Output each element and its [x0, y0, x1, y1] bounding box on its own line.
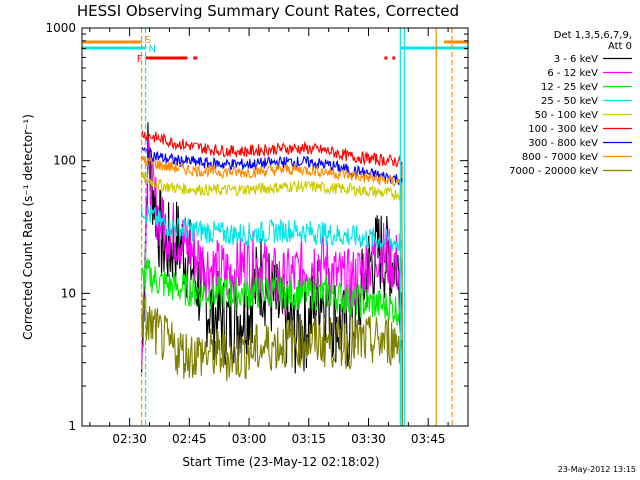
x-tick-label: 03:15	[291, 432, 326, 446]
series-line-300-800-kev	[141, 146, 403, 427]
legend-entry-label: 7000 - 20000 keV	[509, 166, 598, 177]
legend-entry-label: 25 - 50 keV	[541, 96, 598, 107]
legend-entry-label: 800 - 7000 keV	[522, 152, 598, 163]
plot-frame	[81, 27, 469, 427]
legend-entry-label: 100 - 300 keV	[528, 124, 598, 135]
marker-layer: SNF	[82, 35, 468, 65]
y-tick-label: 10	[61, 286, 76, 300]
x-axis: 02:30 02:45 03:00 03:15 03:30 03:45	[89, 28, 449, 446]
y-axis-title: Corrected Count Rate (s⁻¹ detector⁻¹)	[21, 114, 35, 340]
legend-entry-label: 50 - 100 keV	[535, 110, 599, 121]
y-axis: 1 10 100 1000	[45, 21, 468, 433]
chart-title: HESSI Observing Summary Count Rates, Cor…	[77, 2, 459, 20]
legend-entry-label: 3 - 6 keV	[554, 54, 598, 65]
series-line-800-7000-kev	[141, 155, 403, 427]
x-tick-label: 02:45	[172, 432, 207, 446]
x-tick-label: 03:45	[411, 432, 446, 446]
series-line-12-25-kev	[141, 258, 403, 427]
y-tick-label: 1000	[45, 21, 76, 35]
vertical-lines	[140, 28, 453, 426]
series-line-7000-20000-kev	[141, 294, 403, 427]
y-tick-label: 1	[68, 419, 76, 433]
data-layer	[141, 122, 403, 427]
footer-date-stamp: 23-May-2012 13:15	[558, 465, 636, 474]
legend: Det 1,3,5,6,7,9,Att 0 3 - 6 keV 6 - 12 keV…	[509, 30, 632, 177]
series-line-25-50-kev	[141, 205, 403, 427]
series-line-100-300-kev	[141, 129, 403, 427]
legend-header: Det 1,3,5,6,7,9,	[554, 30, 632, 41]
legend-entry-label: 12 - 25 keV	[541, 82, 598, 93]
x-axis-title: Start Time (23-May-12 02:18:02)	[182, 455, 379, 469]
x-tick-label: 03:30	[351, 432, 386, 446]
night-flag-label: N	[149, 44, 156, 55]
legend-entry-label: 300 - 800 keV	[528, 138, 598, 149]
legend-header: Att 0	[608, 41, 632, 52]
flare-flag-label: F	[137, 54, 143, 65]
y-tick-label: 100	[53, 154, 76, 168]
saa-flag-label: S	[145, 35, 151, 46]
series-line-50-100-kev	[141, 171, 403, 427]
x-tick-label: 02:30	[112, 432, 147, 446]
legend-entry-label: 6 - 12 keV	[547, 68, 598, 79]
x-tick-label: 03:00	[232, 432, 267, 446]
